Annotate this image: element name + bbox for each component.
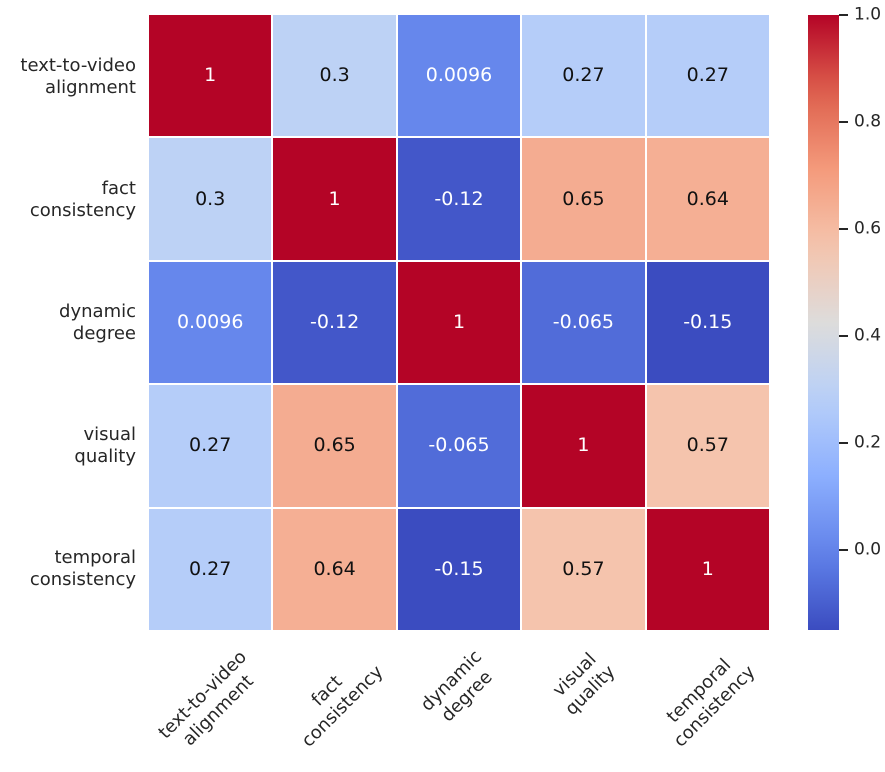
heatmap-cell: 0.27 — [646, 15, 769, 137]
heatmap-cell: 0.65 — [273, 385, 396, 507]
x-tick-label: text-to-video alignment — [154, 646, 258, 750]
heatmap-cell: 0.65 — [522, 138, 645, 260]
heatmap-cell: 0.57 — [522, 508, 645, 630]
heatmap-cell: 1 — [397, 261, 521, 384]
heatmap-grid: 1 0.3 0.0096 0.27 0.27 0.3 1 -0.12 0.65 0.64 0.009… — [149, 15, 769, 630]
heatmap-cell: 0.64 — [273, 508, 396, 630]
heatmap-cell: 1 — [646, 508, 769, 630]
heatmap-cell: 0.3 — [273, 15, 396, 137]
colorbar-tick-mark — [839, 548, 848, 551]
heatmap-cell: 1 — [273, 138, 396, 260]
colorbar-tick-label: 0.4 — [854, 325, 882, 346]
colorbar-gradient — [808, 15, 839, 630]
y-tick-label: dynamic degree — [59, 300, 136, 344]
heatmap-cell: 0.0096 — [397, 15, 521, 137]
colorbar-tick-mark — [839, 120, 848, 123]
heatmap-cell: -0.15 — [397, 508, 521, 630]
colorbar-tick-label: 0.8 — [854, 111, 882, 132]
colorbar-tick-mark — [839, 227, 848, 230]
x-tick-label: dynamic degree — [416, 646, 497, 726]
y-tick-label: visual quality — [74, 423, 136, 467]
heatmap-cell: 0.27 — [522, 15, 645, 137]
colorbar: 1.0 0.8 0.6 0.4 0.2 0.0 — [808, 6, 881, 630]
heatmap-cell: 0.27 — [149, 508, 272, 630]
colorbar-tick-mark — [839, 334, 848, 337]
heatmap-cell: 0.27 — [149, 385, 272, 507]
x-tick-label: fact consistency — [297, 661, 388, 752]
heatmap-cell: 0.0096 — [149, 261, 272, 384]
colorbar-tick-mark — [839, 441, 848, 444]
y-axis-labels: text-to-video alignment fact consistency dyn… — [0, 15, 136, 630]
heatmap-cell: 0.57 — [646, 385, 769, 507]
y-tick-label: fact consistency — [29, 177, 136, 221]
heatmap-cell: 1 — [149, 15, 272, 137]
heatmap-cell: 0.3 — [149, 138, 272, 260]
y-tick-label: temporal consistency — [29, 546, 136, 590]
heatmap-cell: -0.12 — [397, 138, 521, 260]
colorbar-tick-label: 0.2 — [854, 432, 882, 453]
colorbar-tick-mark — [839, 14, 848, 16]
heatmap-cell: -0.065 — [397, 385, 521, 507]
heatmap-cell: 0.64 — [646, 138, 769, 260]
heatmap-cell: -0.12 — [273, 261, 396, 384]
colorbar-tick-label: 0.0 — [854, 539, 882, 560]
heatmap-cell: -0.065 — [522, 261, 645, 384]
heatmap-cell: -0.15 — [646, 261, 769, 384]
heatmap-cell: 1 — [522, 385, 645, 507]
x-tick-label: visual quality — [548, 649, 620, 721]
y-tick-label: text-to-video alignment — [20, 54, 136, 98]
x-tick-label: temporal consistency — [662, 654, 760, 752]
colorbar-tick-label: 1.0 — [854, 4, 882, 25]
colorbar-tick-label: 0.6 — [854, 218, 882, 239]
